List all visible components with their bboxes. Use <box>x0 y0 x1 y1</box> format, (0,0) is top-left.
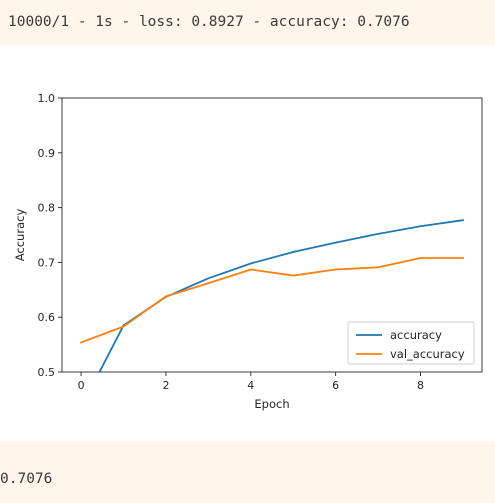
x-tick-label: 6 <box>332 379 339 392</box>
legend-label-val-accuracy: val_accuracy <box>390 347 465 361</box>
result-text: 0.7076 <box>0 471 53 487</box>
y-tick-label: 1.0 <box>38 92 56 105</box>
y-tick-label: 0.8 <box>38 202 56 215</box>
y-axis-ticks: 0.5 0.6 0.7 0.8 0.9 1.0 <box>38 92 62 379</box>
plot-frame <box>61 97 483 373</box>
x-tick-label: 2 <box>162 379 169 392</box>
series-line-val-accuracy <box>79 257 464 344</box>
result-output: 0.7076 <box>0 441 495 503</box>
y-axis-label: Accuracy <box>13 209 27 262</box>
legend-label-accuracy: accuracy <box>390 328 442 342</box>
series-layer <box>79 219 464 372</box>
x-tick-label: 4 <box>247 379 254 392</box>
x-axis-ticks: 0 2 4 6 8 <box>78 372 424 392</box>
training-log-output: 10000/1 - 1s - loss: 0.8927 - accuracy: … <box>0 0 495 46</box>
x-tick-label: 8 <box>417 379 424 392</box>
y-tick-label: 0.5 <box>38 366 56 379</box>
y-tick-label: 0.9 <box>38 147 56 160</box>
x-tick-label: 0 <box>78 379 85 392</box>
chart-legend: accuracy val_accuracy <box>347 321 475 365</box>
y-tick-label: 0.6 <box>38 311 56 324</box>
training-log-text: 10000/1 - 1s - loss: 0.8927 - accuracy: … <box>8 14 410 30</box>
y-tick-label: 0.7 <box>38 256 56 269</box>
x-axis-label: Epoch <box>254 397 289 411</box>
